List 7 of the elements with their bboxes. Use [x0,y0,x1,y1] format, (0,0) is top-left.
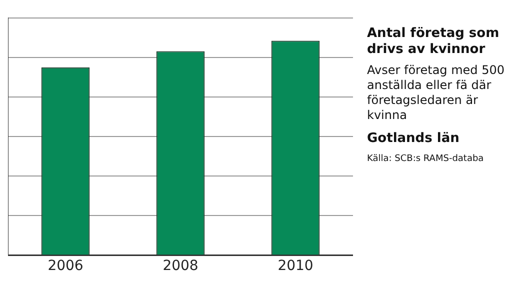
x-tick-label: 2006 [48,258,84,274]
text: Källa: SCB:s RAMS-databa [367,154,485,164]
text: Antal företag som drivs av kvinnor [367,26,500,58]
text: Gotlands län [367,131,460,146]
x-tick-label: 2008 [162,258,198,274]
x-tick-label: 2010 [278,258,314,274]
text: Avser företag med 500 anställda eller fä där företagsledaren är kvinna [367,63,506,123]
